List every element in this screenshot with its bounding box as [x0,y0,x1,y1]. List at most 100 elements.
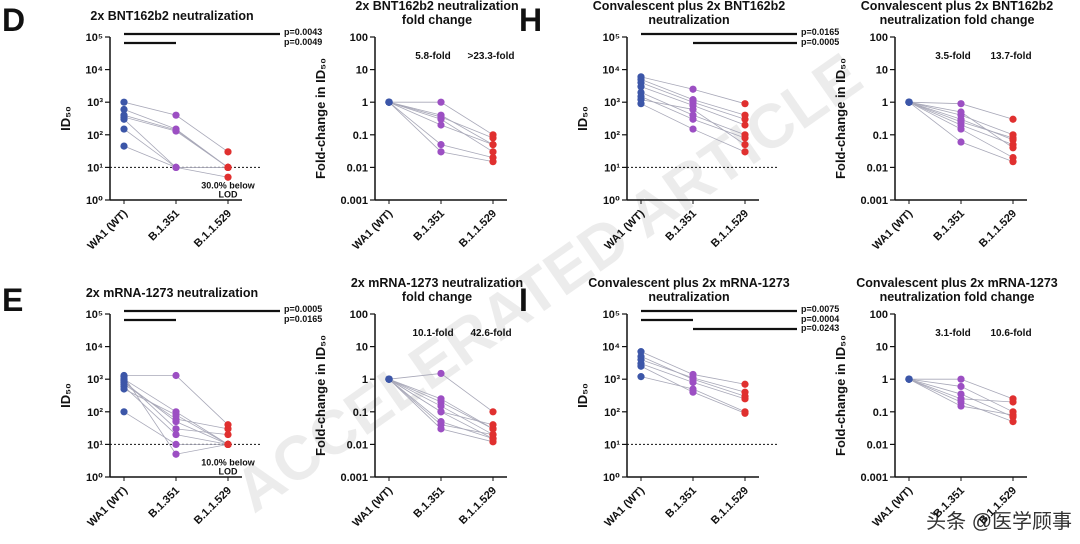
dot [689,125,697,133]
dot [437,98,445,106]
dot [120,142,128,150]
dot [172,163,180,171]
x-tick-label: B.1.351 [411,485,447,521]
x-tick-label: WA1 (WT) [85,484,130,529]
fold-label: >23.3-fold [468,51,515,62]
dot [120,105,128,114]
dot [224,163,232,171]
y-tick-label: 10⁴ [85,342,103,354]
y-tick-label: 10⁰ [86,195,103,207]
dot [224,173,232,181]
dot [1009,158,1017,166]
y-tick-label: 10² [604,130,620,142]
x-tick-label: B.1.1.529 [709,208,751,250]
panel-title: 2x mRNA-1273 neutralization [351,276,523,290]
y-tick-label: 0.01 [867,439,888,451]
y-tick-label: 0.001 [340,195,368,207]
x-tick-label: WA1 (WT) [870,207,915,252]
dot [489,435,497,443]
y-tick-label: 1 [362,374,368,386]
y-tick-label: 10³ [604,97,620,109]
panel: 2x mRNA-1273 neutralization E 10⁰ 10¹ 10² 10³… [2,282,322,529]
y-tick-label: 10⁵ [86,32,103,44]
dot [689,388,697,396]
dot [689,105,697,114]
p-value: p=0.0165 [284,314,322,324]
dot [741,148,749,156]
dot [741,134,749,142]
lod-note: LOD [219,466,238,476]
x-tick-label: B.1.1.529 [192,208,234,250]
panel-title: Convalescent plus 2x BNT162b2 [861,0,1053,13]
panel-title: 2x BNT162b2 neutralization [355,0,518,13]
y-tick-label: 10⁰ [603,472,620,484]
dot [489,425,497,433]
dot [437,408,445,416]
x-tick-label: B.1.351 [411,208,447,244]
y-tick-label: 10⁴ [602,342,620,354]
y-tick-label: 10⁰ [603,195,620,207]
dot [120,98,128,106]
panel-label: I [519,282,528,318]
lod-note: 10.0% below [201,457,256,467]
dot [1009,398,1017,406]
x-tick-label: WA1 (WT) [602,484,647,529]
dot [120,125,128,133]
y-tick-label: 10⁵ [603,309,620,321]
dot [689,374,697,382]
dot [489,141,497,149]
dot [741,100,749,108]
panel-label: D [2,2,25,38]
dot [437,121,445,129]
y-tick-label: 10³ [87,374,103,386]
x-tick-label: B.1.1.529 [709,485,751,527]
dot [637,373,645,381]
dot [172,440,180,448]
dot [1009,144,1017,152]
y-tick-label: 100 [350,309,368,321]
x-tick-label: WA1 (WT) [85,207,130,252]
panel-label: H [519,2,542,38]
y-tick-label: 10⁰ [86,472,103,484]
y-tick-label: 10¹ [604,439,620,451]
dot [489,158,497,166]
dot [689,96,697,104]
y-tick-label: 10² [604,407,620,419]
y-tick-label: 10¹ [604,162,620,174]
x-tick-label: B.1.1.529 [977,208,1019,250]
p-value: p=0.0075 [801,304,839,314]
dot [637,75,645,84]
dot [905,98,913,106]
dot [437,141,445,149]
panel: 2x BNT162b2 neutralization D 10⁰ 10¹ 10² 10³ 1… [2,2,322,252]
dot [905,375,913,383]
p-value: p=0.0043 [284,27,322,37]
dot [957,138,965,146]
y-tick-label: 0.1 [353,130,368,142]
y-tick-label: 0.1 [873,407,888,419]
y-tick-label: 10¹ [87,439,103,451]
x-tick-label: B.1.1.529 [192,485,234,527]
dot [957,125,965,133]
y-tick-label: 10² [87,407,103,419]
dot [741,395,749,403]
dot [637,355,645,364]
fold-label: 3.1-fold [935,328,971,339]
y-tick-label: 0.1 [873,130,888,142]
dot [637,96,645,104]
y-tick-label: 100 [870,309,888,321]
panel: Convalescent plus 2x mRNA-1273neutraliza… [519,276,839,529]
y-axis-label: Fold-change in ID₅₀ [313,58,328,179]
dot [437,395,445,403]
dot [489,148,497,156]
dot [741,388,749,396]
y-tick-label: 100 [870,32,888,44]
dot [637,83,645,91]
y-tick-label: 100 [350,32,368,44]
fold-label: 42.6-fold [470,328,511,339]
dot [437,113,445,121]
dot [637,362,645,370]
dot [120,111,128,119]
y-tick-label: 10⁵ [603,32,620,44]
